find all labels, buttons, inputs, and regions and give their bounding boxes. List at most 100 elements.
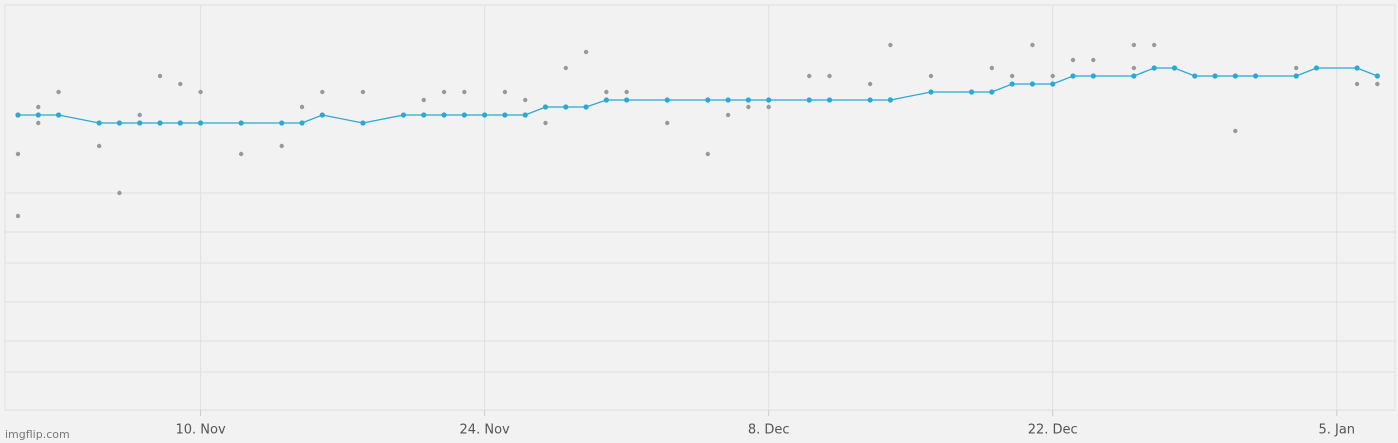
data-point	[583, 49, 589, 55]
data-point	[198, 89, 203, 95]
x-tick-label: 8. Dec	[748, 423, 790, 438]
data-point	[807, 73, 812, 79]
data-point	[867, 81, 873, 87]
data-point	[603, 97, 609, 103]
data-point	[1253, 73, 1259, 79]
data-point	[502, 112, 508, 118]
data-point	[117, 190, 122, 196]
data-point	[1009, 81, 1015, 87]
plot-area	[4, 4, 1396, 411]
data-point	[1131, 42, 1137, 48]
data-point	[279, 120, 285, 126]
data-point	[1070, 73, 1076, 79]
data-point	[15, 151, 21, 157]
data-point	[827, 73, 832, 79]
data-point	[55, 112, 62, 118]
data-point	[522, 112, 528, 118]
series-line	[17, 67, 1378, 124]
data-point	[137, 112, 142, 118]
data-point	[1070, 57, 1076, 63]
data-point	[502, 89, 508, 95]
data-point	[1050, 73, 1055, 79]
data-point	[746, 104, 751, 110]
data-point	[1131, 65, 1137, 71]
data-point	[1050, 81, 1056, 87]
data-point	[745, 97, 751, 103]
data-point	[157, 73, 163, 79]
data-point	[441, 112, 447, 118]
data-point	[888, 42, 893, 48]
data-point	[1293, 73, 1299, 79]
x-tick-label: 5. Jan	[1318, 423, 1355, 438]
data-point	[36, 104, 41, 110]
data-point	[238, 120, 244, 126]
data-point	[1313, 65, 1320, 71]
data-point	[1030, 42, 1035, 48]
data-point	[887, 97, 894, 103]
data-point	[56, 89, 61, 95]
data-point	[421, 97, 426, 103]
data-point	[462, 89, 467, 95]
data-point	[319, 112, 325, 118]
data-point	[725, 112, 731, 118]
data-point	[96, 143, 102, 149]
data-point	[563, 65, 568, 71]
data-point	[766, 104, 771, 110]
data-point	[197, 120, 204, 126]
data-point	[461, 112, 467, 118]
data-point	[1354, 81, 1360, 87]
data-point	[583, 104, 589, 110]
x-tick-label: 22. Dec	[1028, 423, 1078, 438]
x-tick-label: 24. Nov	[460, 423, 510, 438]
data-point	[989, 89, 995, 95]
data-point	[806, 97, 812, 103]
data-point	[543, 120, 548, 126]
data-point	[177, 120, 183, 126]
data-point	[1090, 73, 1096, 79]
data-point	[563, 104, 569, 110]
data-point	[157, 120, 163, 126]
data-point	[1233, 128, 1238, 134]
data-point	[421, 112, 427, 118]
data-point	[542, 104, 549, 110]
data-point	[1232, 73, 1238, 79]
data-point	[665, 120, 670, 126]
data-point	[604, 89, 609, 95]
data-point	[1375, 81, 1380, 87]
data-point	[1212, 73, 1218, 79]
data-point	[705, 97, 711, 103]
data-point	[1131, 73, 1137, 79]
data-point	[624, 97, 630, 103]
data-point	[1151, 42, 1157, 48]
data-point	[664, 97, 670, 103]
data-point	[360, 120, 366, 126]
data-point	[15, 213, 21, 219]
data-point	[523, 97, 528, 103]
data-point	[238, 151, 244, 157]
data-point	[928, 73, 934, 79]
data-point	[441, 89, 447, 95]
data-point	[360, 89, 366, 95]
data-point	[1091, 57, 1096, 63]
data-point	[705, 151, 711, 157]
data-point	[1009, 73, 1015, 79]
data-point	[1374, 73, 1380, 79]
data-point	[15, 112, 21, 118]
watermark: imgflip.com	[5, 428, 70, 441]
data-point	[35, 112, 41, 118]
data-point	[1151, 65, 1157, 71]
data-point	[116, 120, 123, 126]
data-point	[299, 104, 305, 110]
data-point	[989, 65, 995, 71]
data-point	[36, 120, 41, 126]
data-point	[1029, 81, 1036, 87]
data-point	[725, 97, 731, 103]
data-point	[1171, 65, 1178, 71]
x-tick-label: 10. Nov	[175, 423, 225, 438]
data-point	[320, 89, 325, 95]
data-point	[766, 97, 772, 103]
data-point	[928, 89, 934, 95]
data-point	[1293, 65, 1299, 71]
data-point	[96, 120, 102, 126]
